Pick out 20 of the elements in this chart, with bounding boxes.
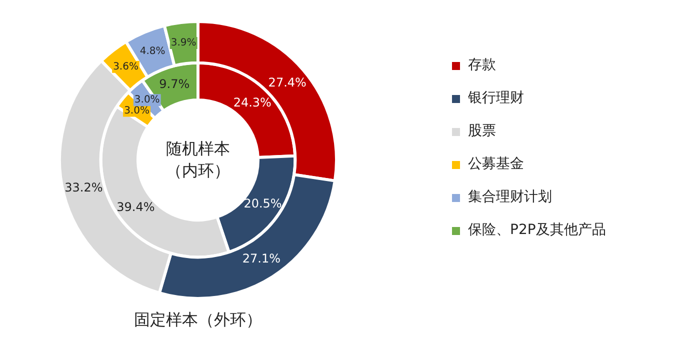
data-label: 20.5% (244, 196, 282, 211)
data-label: 3.0% (124, 105, 150, 116)
data-label: 33.2% (64, 180, 103, 195)
legend-label: 存款 (468, 56, 496, 75)
data-label: 39.4% (116, 200, 155, 214)
data-label: 27.4% (268, 75, 306, 90)
data-label: 24.3% (233, 95, 272, 110)
legend-label: 股票 (468, 122, 496, 141)
data-label: 3.6% (113, 61, 138, 72)
data-label: 9.7% (159, 77, 190, 92)
legend-label: 保险、P2P及其他产品 (468, 221, 606, 240)
data-label: 4.8% (140, 46, 166, 57)
legend-label: 公募基金 (468, 155, 524, 174)
data-label: 3.0% (134, 94, 160, 106)
legend-label: 集合理财计划 (468, 188, 552, 207)
slice-label: 随机样本（内环） (165, 138, 231, 182)
legend-label: 银行理财 (468, 89, 524, 108)
data-label: 27.1% (242, 251, 281, 266)
data-label: 3.9% (170, 38, 196, 49)
slice-label: 固定样本（外环） (133, 310, 263, 331)
